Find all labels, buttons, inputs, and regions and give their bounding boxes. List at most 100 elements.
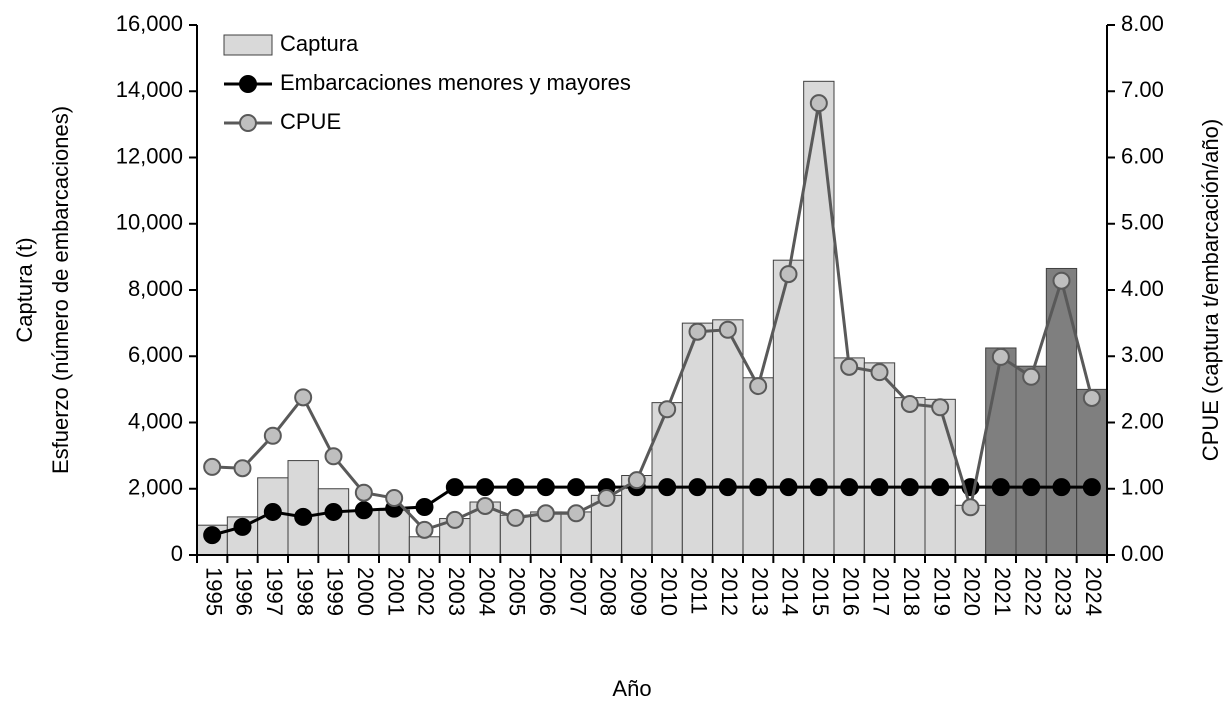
marker — [900, 394, 919, 413]
marker — [900, 478, 919, 497]
marker — [1022, 478, 1041, 497]
x-tick-label: 2012 — [717, 567, 742, 616]
y2-axis-label: CPUE (captura t/embarcación/año) — [1198, 119, 1223, 461]
bar — [833, 357, 865, 556]
y-tick-label: 4,000 — [128, 408, 183, 433]
y2-tick-label: 8.00 — [1121, 11, 1164, 36]
marker — [445, 510, 464, 529]
marker — [688, 478, 707, 497]
marker — [718, 320, 737, 339]
marker — [445, 478, 464, 497]
x-tick-label: 2011 — [687, 567, 712, 614]
x-tick-label: 2009 — [626, 567, 651, 616]
marker — [658, 478, 677, 497]
marker — [233, 517, 252, 536]
x-tick-label: 2005 — [505, 567, 530, 616]
marker — [749, 377, 768, 396]
x-tick-label: 1995 — [201, 567, 226, 616]
marker — [840, 478, 859, 497]
bar — [317, 488, 350, 556]
x-tick-label: 2002 — [414, 567, 439, 616]
marker — [263, 502, 282, 521]
y-tick-label: 0 — [171, 541, 183, 566]
y2-tick-label: 2.00 — [1121, 408, 1164, 433]
marker — [324, 447, 343, 466]
bar — [772, 259, 805, 556]
marker — [294, 388, 313, 407]
x-tick-label: 2021 — [990, 567, 1015, 616]
marker — [1082, 478, 1101, 497]
y-tick-label: 10,000 — [116, 210, 183, 235]
x-tick-label: 1996 — [232, 567, 257, 616]
x-tick-label: 1997 — [262, 567, 287, 616]
marker — [567, 478, 586, 497]
marker — [961, 498, 980, 517]
marker — [688, 322, 707, 341]
marker — [779, 478, 798, 497]
x-tick-label: 2016 — [838, 567, 863, 616]
legend-swatch — [223, 34, 273, 56]
bar — [712, 319, 744, 556]
y2-tick-label: 3.00 — [1121, 342, 1164, 367]
marker — [233, 459, 252, 478]
x-tick-label: 2003 — [444, 567, 469, 616]
marker — [536, 478, 555, 497]
x-tick-label: 2010 — [656, 567, 681, 616]
marker — [415, 497, 434, 516]
marker — [1052, 478, 1071, 497]
x-tick-label: 2024 — [1081, 567, 1106, 616]
x-tick-label: 2019 — [929, 567, 954, 616]
y-tick-label: 8,000 — [128, 276, 183, 301]
bar — [985, 347, 1017, 556]
marker — [1052, 271, 1071, 290]
marker — [506, 508, 525, 527]
y-axis-label: Captura (t) — [12, 237, 37, 342]
y-tick-label: 14,000 — [116, 77, 183, 102]
x-tick-label: 1998 — [292, 567, 317, 616]
marker — [718, 478, 737, 497]
x-tick-label: 2004 — [474, 567, 499, 616]
y-tick-label: 12,000 — [116, 143, 183, 168]
marker — [931, 478, 950, 497]
y2-tick-label: 6.00 — [1121, 143, 1164, 168]
x-tick-label: 2014 — [778, 567, 803, 616]
x-tick-label: 2001 — [383, 567, 408, 616]
marker — [809, 94, 828, 113]
marker — [597, 489, 616, 508]
marker — [203, 457, 222, 476]
marker — [536, 504, 555, 523]
x-tick-label: 2006 — [535, 567, 560, 616]
marker — [991, 347, 1010, 366]
marker — [991, 478, 1010, 497]
x-tick-label: 2007 — [565, 567, 590, 616]
bar — [924, 398, 956, 556]
legend-label: CPUE — [280, 109, 341, 134]
x-tick-label: 2015 — [808, 567, 833, 616]
bar — [408, 536, 441, 556]
marker — [567, 504, 586, 523]
y2-tick-label: 1.00 — [1121, 475, 1164, 500]
marker — [354, 501, 373, 520]
marker — [506, 478, 525, 497]
bar — [287, 460, 319, 556]
y-tick-label: 16,000 — [116, 11, 183, 36]
x-tick-label: 2013 — [747, 567, 772, 616]
marker — [385, 489, 404, 508]
x-tick-label: 2020 — [960, 567, 985, 616]
marker — [294, 507, 313, 526]
x-tick-label: 2017 — [869, 567, 894, 616]
marker — [203, 526, 222, 545]
x-tick-label: 2008 — [596, 567, 621, 616]
marker — [658, 400, 677, 419]
legend-label: Captura — [280, 31, 359, 56]
y2-tick-label: 7.00 — [1121, 77, 1164, 102]
bar — [863, 362, 896, 556]
x-tick-label: 2022 — [1020, 567, 1045, 616]
x-tick-label: 2023 — [1051, 567, 1076, 616]
marker — [779, 265, 798, 284]
bar — [1076, 388, 1108, 556]
marker — [1082, 388, 1101, 407]
y-tick-label: 2,000 — [128, 475, 183, 500]
legend-label: Embarcaciones menores y mayores — [280, 70, 631, 95]
